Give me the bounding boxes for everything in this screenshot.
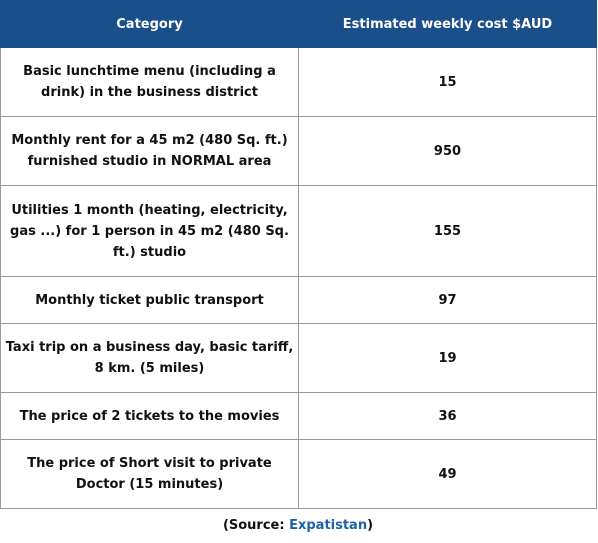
category-cell: Taxi trip on a business day, basic tarif… (0, 323, 299, 393)
cost-table: Category Estimated weekly cost $AUD Basi… (0, 0, 597, 509)
category-cell: Monthly rent for a 45 m2 (480 Sq. ft.) f… (0, 116, 299, 186)
cost-cell: 19 (298, 323, 597, 393)
cost-cell: 97 (298, 276, 597, 324)
cost-cell: 15 (298, 47, 597, 117)
cost-cell: 155 (298, 185, 597, 277)
column-header-category: Category (0, 0, 299, 48)
table-row: Basic lunchtime menu (including a drink)… (0, 47, 597, 117)
category-cell: Monthly ticket public transport (0, 276, 299, 324)
cost-cell: 49 (298, 439, 597, 509)
table-row: Taxi trip on a business day, basic tarif… (0, 323, 597, 393)
table-row: Monthly rent for a 45 m2 (480 Sq. ft.) f… (0, 116, 597, 186)
source-suffix: ) (367, 518, 374, 533)
source-prefix: (Source: (222, 518, 290, 533)
table-row: Utilities 1 month (heating, electricity,… (0, 185, 597, 277)
cost-cell: 950 (298, 116, 597, 186)
source-note: (Source: Expatistan) (0, 518, 596, 533)
source-link[interactable]: Expatistan (289, 518, 368, 533)
category-cell: Basic lunchtime menu (including a drink)… (0, 47, 299, 117)
category-cell: Utilities 1 month (heating, electricity,… (0, 185, 299, 277)
header-row: Category Estimated weekly cost $AUD (0, 0, 597, 48)
category-cell: The price of 2 tickets to the movies (0, 392, 299, 440)
category-cell: The price of Short visit to private Doct… (0, 439, 299, 509)
column-header-cost: Estimated weekly cost $AUD (298, 0, 597, 48)
table-row: Monthly ticket public transport 97 (0, 276, 597, 324)
table-row: The price of Short visit to private Doct… (0, 439, 597, 509)
cost-cell: 36 (298, 392, 597, 440)
table-row: The price of 2 tickets to the movies 36 (0, 392, 597, 440)
